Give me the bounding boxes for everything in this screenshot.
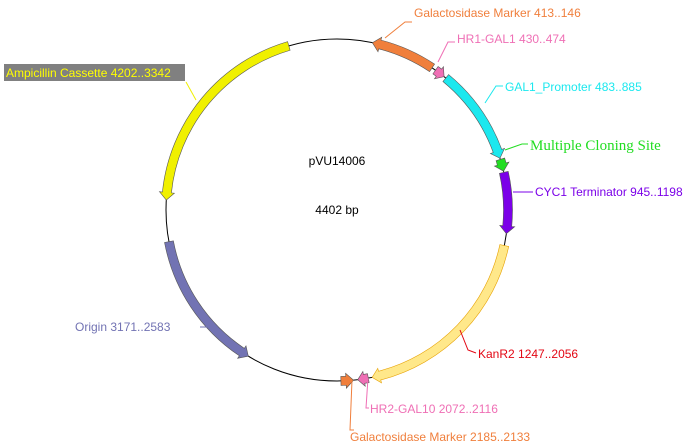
feature-arc-galactosidase-marker-0 [371,36,435,73]
label-gal1-promoter: GAL1_Promoter 483..885 [505,80,642,94]
label-hr1-gal1: HR1-GAL1 430..474 [457,32,566,46]
feature-arc-hr2-gal10-6 [357,370,370,388]
feature-arc-cyc1-terminator-4 [499,171,516,235]
label-cyc1-terminator: CYC1 Terminator 945..1198 [535,185,683,199]
feature-arc-ampicillin-cassette-9 [158,41,291,201]
label-origin: Origin 3171..2583 [75,320,171,334]
feature-arc-galactosidase-marker-7 [340,372,354,389]
plasmid-name: pVU14006 [309,154,366,168]
leader-line-galactosidase-bottom [349,379,354,431]
feature-arc-gal1-promoter-2 [442,74,506,159]
feature-arc-multiple-cloning-site-3 [493,157,510,172]
label-ampicillin-background [4,64,185,81]
leader-line-hr1-gal1 [437,41,455,63]
feature-arc-origin-8 [164,240,249,359]
leader-line-galactosidase-top [384,21,412,39]
feature-arc-kanr2-5 [371,244,510,384]
leader-lines [185,21,533,431]
feature-arc-hr1-gal1-1 [432,65,445,80]
label-galactosidase-marker-bottom: Galactosidase Marker 2185..2133 [350,430,530,444]
leader-line-ampicillin [185,81,197,101]
leader-line-hr2-gal10 [365,377,369,409]
feature-arcs [158,36,516,389]
label-multiple-cloning-site: Multiple Cloning Site [530,138,661,154]
leader-line-mcs [504,143,528,151]
leader-line-gal1-promoter [484,85,503,104]
label-kanr2: KanR2 1247..2056 [478,347,578,361]
label-galactosidase-marker-top: Galactosidase Marker 413..146 [414,6,581,20]
label-ampicillin-cassette: Ampicillin Cassette 4202..3342 [6,66,171,80]
leader-line-kanr2 [459,329,477,354]
plasmid-length: 4402 bp [315,203,359,217]
label-hr2-gal10: HR2-GAL10 2072..2116 [370,402,498,416]
